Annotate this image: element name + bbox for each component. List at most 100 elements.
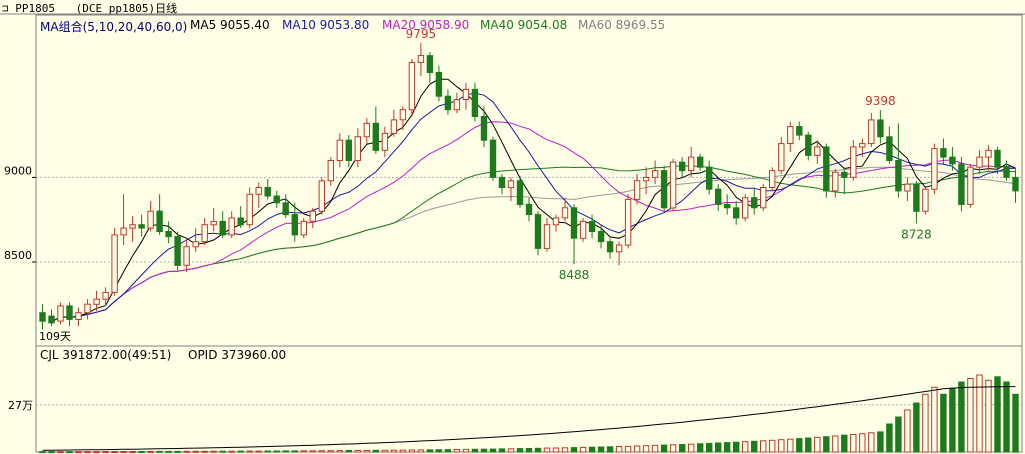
volume-bar [498,448,506,453]
candle-body [913,183,920,212]
candle-body [408,61,416,111]
candle-body [976,156,983,168]
candle-body [120,227,127,236]
candle-body [967,166,974,205]
volume-bar [345,450,353,453]
ma40-line [87,165,1016,315]
volume-bar [733,441,740,453]
candle-body [417,55,425,63]
volume-bar [156,450,163,453]
volume-bar [75,451,82,454]
volume-bar [895,416,902,453]
volume-bar [931,386,938,453]
candle-body [669,161,677,209]
volume-bar [805,437,812,453]
candle-body [895,160,902,192]
candle-body [102,291,109,300]
candle-body [390,119,398,134]
volume-bar [228,450,235,453]
candle-body [300,220,308,236]
volume-bar [615,446,623,453]
volume-bar [48,451,55,454]
candle-body [138,224,145,229]
volume-bar [201,450,208,453]
volume-bar [760,440,767,453]
ma60-line [87,166,1016,315]
volume-bar [976,374,983,453]
volume-bar [381,449,389,453]
candle-body [228,217,235,236]
volume-bar [985,379,992,453]
volume-bar [372,449,380,453]
contract-label: (DCE pp1805)日线 [75,2,178,15]
volume-bar [561,447,569,453]
window-icon[interactable]: ⊐ [2,2,9,15]
candle-body [1012,176,1019,192]
volume-bar [633,445,641,453]
volume-bar [120,451,127,453]
candle-body [688,156,695,172]
volume-bar [679,444,686,453]
candle-body [345,139,353,161]
volume-bar [318,450,326,453]
candle-body [931,148,938,190]
volume-bar [39,451,46,454]
volume-bar [165,450,172,453]
candle-body [805,134,812,156]
volume-bar [922,393,929,453]
volume-bar [1003,381,1010,453]
volume-bar [724,442,731,453]
candle-body [823,146,830,192]
opid-line [42,386,1016,451]
volume-bar [886,423,893,453]
volume-bar [868,432,875,453]
volume-bar [660,444,668,453]
candle-body [787,126,794,144]
volume-bar [246,450,253,453]
volume-bar [417,449,425,453]
candle-body [84,303,91,314]
volume-bar [462,448,470,453]
volume-bar [606,446,614,453]
candle-body [561,207,569,219]
candle-body [606,241,614,253]
candle-body [778,143,785,172]
volume-bar [624,445,632,453]
volume-bar [697,443,704,453]
candle-body [147,210,154,229]
candle-body [958,163,965,205]
candle-body [724,203,731,209]
candle-body [796,126,803,136]
candle-body [318,180,326,212]
volume-bar [480,448,488,453]
volume-bar [742,441,749,453]
candle-body [904,183,911,192]
volume-bar [994,376,1001,453]
volume-bar [102,451,109,453]
candle-body [66,305,73,320]
volume-bar [138,451,145,453]
candle-body [174,236,181,266]
volume-bar [66,451,73,454]
volume-bar [769,439,776,453]
candle-body [165,231,172,238]
ma5-label: MA5 9055.40 [190,18,270,32]
volume-bar [588,446,596,453]
volume-bar [84,451,91,454]
candle-body [354,136,362,162]
candle-body [39,312,46,322]
volume-bar [958,381,965,453]
volume-bar [489,448,497,453]
volume-bar [336,450,344,453]
volume-bar [507,448,515,453]
volume-bar [543,447,551,453]
candle-body [183,246,190,266]
candle-body [543,224,551,249]
candle-body [48,315,55,324]
candle-body [679,161,686,172]
candle-body [399,109,407,121]
candle-body [75,312,82,321]
candle-body [435,72,443,97]
candle-body [489,139,497,178]
